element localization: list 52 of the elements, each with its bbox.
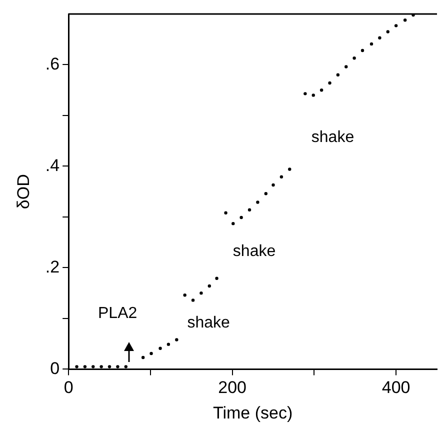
point [215,276,218,280]
point [394,24,398,28]
point [232,222,235,226]
x-tick-label: 0 [64,378,74,398]
point [264,192,268,196]
point [150,352,153,356]
point [320,88,324,92]
point [183,294,186,297]
point [191,298,195,302]
point [116,365,120,368]
point [248,208,252,212]
point [386,30,390,34]
point [328,81,332,85]
point [124,365,128,368]
point [108,365,112,368]
point [344,65,348,68]
point [208,284,211,288]
annotation: shake [187,314,230,332]
point [403,18,407,22]
point [312,94,315,97]
point [370,42,374,46]
point [83,365,87,368]
point [175,338,178,342]
x-tick-label: 400 [382,378,410,398]
y-tick-label: .2 [45,257,60,276]
point [200,291,203,295]
point [304,92,307,96]
point [352,56,356,60]
y-axis-title: δOD [14,174,33,210]
x-axis-title: Time (sec) [212,403,293,422]
y-tick-label: .6 [45,54,60,74]
annotation: shake [232,243,276,260]
point [92,365,95,368]
point [336,73,340,76]
point [378,36,382,40]
point [240,216,243,220]
point [280,175,284,178]
point [100,365,103,368]
point [224,211,228,215]
annotation: shake [311,129,354,146]
point [158,346,162,350]
x-tick-label: 200 [218,378,247,398]
point [75,365,78,368]
point [360,48,364,52]
y-tick-label: 0 [50,358,60,378]
annotation: PLA2 [98,304,138,322]
point [256,200,260,204]
y-tick-label: .4 [45,156,60,175]
point [166,342,170,346]
point [272,183,275,187]
point [288,168,292,171]
point [141,356,145,360]
